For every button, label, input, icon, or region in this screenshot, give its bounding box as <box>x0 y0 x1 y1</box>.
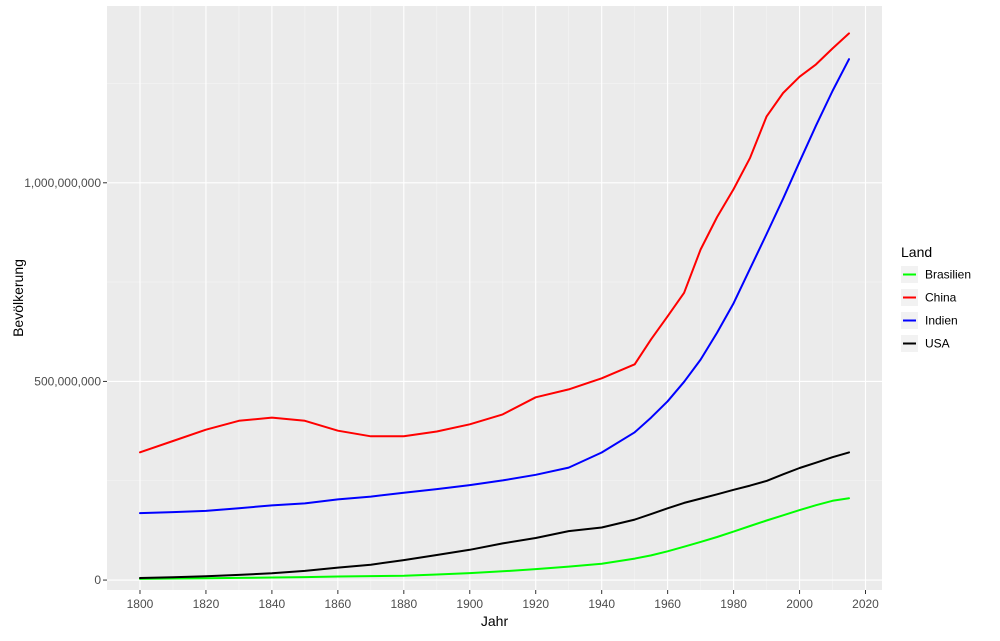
series-line-brasilien <box>139 497 850 580</box>
x-tick-label: 1840 <box>259 597 286 611</box>
y-tick-label: 1,000,000,000 <box>24 176 101 190</box>
x-axis-title: Jahr <box>481 613 509 629</box>
y-tick-label: 500,000,000 <box>34 374 101 388</box>
major-gridlines <box>107 6 882 590</box>
x-tick-label: 1860 <box>324 597 351 611</box>
legend-items: Brasilien China Indien USA <box>901 266 971 352</box>
plot-panel <box>107 6 882 590</box>
x-tick-label: 1960 <box>654 597 681 611</box>
series-line-usa <box>139 451 850 579</box>
y-axis-title: Bevölkerung <box>10 259 26 337</box>
legend-label-indien: Indien <box>925 314 958 328</box>
legend-label-brasilien: Brasilien <box>925 268 971 282</box>
x-tick-label: 1800 <box>127 597 154 611</box>
x-tick-label: 1880 <box>390 597 417 611</box>
tick-labels: 1800 1820 1840 1860 1880 1900 1920 1940 1960 1980… <box>24 176 879 611</box>
series-line-indien <box>139 58 850 515</box>
axis-ticks <box>103 182 867 594</box>
legend: Land Brasilien China Indien USA <box>901 244 971 352</box>
x-tick-label: 1980 <box>720 597 747 611</box>
x-tick-label: 1820 <box>193 597 220 611</box>
x-tick-label: 2000 <box>786 597 813 611</box>
x-tick-label: 2020 <box>852 597 879 611</box>
series-lines <box>139 32 850 580</box>
y-tick-label: 0 <box>94 573 101 587</box>
legend-label-china: China <box>925 291 957 305</box>
legend-label-usa: USA <box>925 337 950 351</box>
x-tick-label: 1920 <box>522 597 549 611</box>
legend-title: Land <box>901 244 932 260</box>
x-tick-label: 1900 <box>456 597 483 611</box>
series-line-china <box>139 32 850 454</box>
minor-gridlines <box>107 6 882 590</box>
x-tick-label: 1940 <box>588 597 615 611</box>
